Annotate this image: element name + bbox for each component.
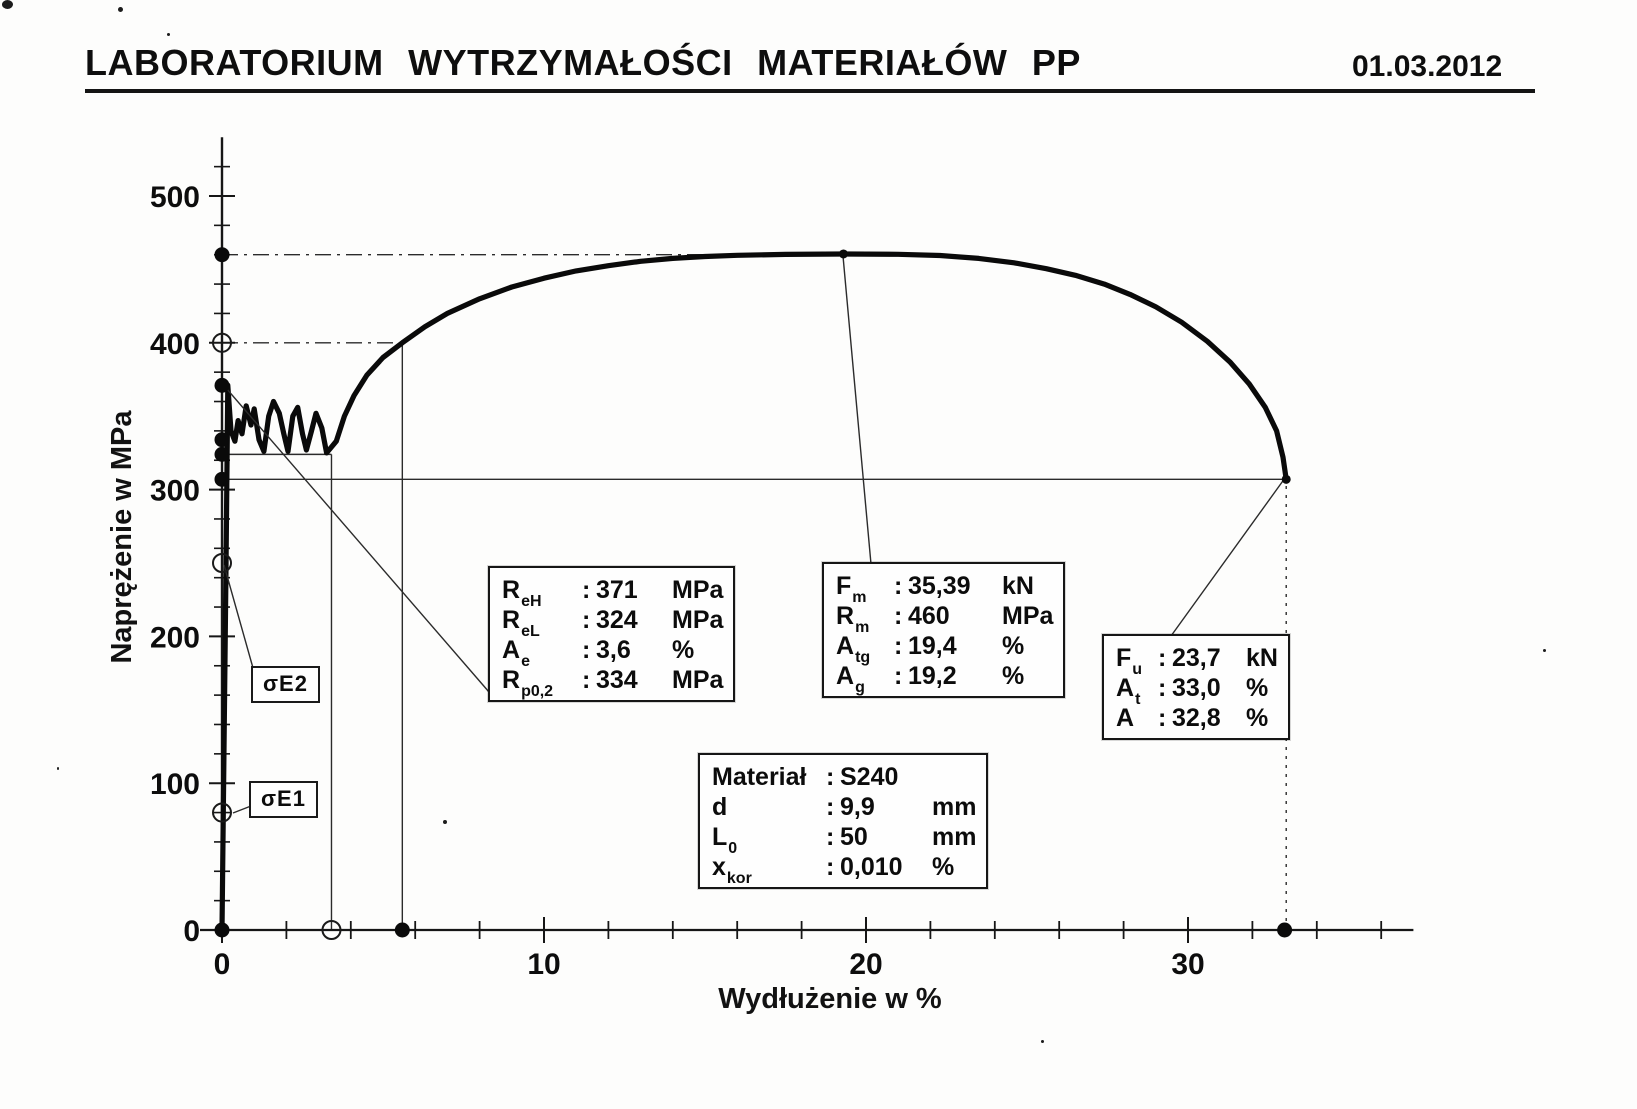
y-axis-tick-label: 500	[150, 181, 200, 214]
scan-speck	[118, 7, 123, 12]
specimen-info-box: Materiał : S240 d : 9,9 mm L0 : 50 mm xk…	[698, 753, 989, 889]
page-title: LABORATORIUM WYTRZYMAŁOŚCI MATERIAŁÓW PP	[85, 42, 1081, 83]
marker-filled-dot	[214, 446, 230, 462]
marker-open-circle	[212, 332, 232, 353]
y-axis-tick-label: 200	[150, 621, 200, 654]
scan-speck	[443, 820, 447, 824]
marker-open-circle	[321, 920, 342, 940]
result-row-at: At : 33,0 %	[1116, 674, 1269, 708]
x-axis-title: Wydłużenie w %	[718, 983, 942, 1015]
yield-results-box: ReH : 371 MPa ReL : 324 MPa Ae : 3,6 % R…	[488, 566, 736, 702]
x-axis-tick-label: 30	[1171, 948, 1204, 981]
report-date: 01.03.2012	[1352, 50, 1503, 83]
specimen-row-gauge-length: L0 : 50 mm	[712, 823, 977, 857]
marker-filled-dot	[1277, 922, 1293, 938]
scan-speck	[167, 33, 170, 36]
marker-filled-dot	[214, 922, 230, 938]
y-axis-tick-label: 100	[150, 768, 200, 801]
x-axis-tick-label: 0	[214, 948, 231, 981]
specimen-row-xkor: xkor : 0,010 %	[712, 853, 955, 887]
stress-strain-curve	[219, 251, 1289, 933]
marker-curve-point	[1281, 474, 1291, 484]
marker-open-circle	[212, 802, 232, 823]
y-axis-tick-label: 400	[150, 328, 200, 361]
y-axis-tick-label: 0	[183, 915, 200, 948]
result-row-reh: ReH : 371 MPa	[502, 576, 724, 610]
x-axis-tick-label: 20	[849, 948, 882, 981]
x-axis-tick-label: 10	[527, 948, 560, 981]
sigma-e2-label: σE2	[251, 666, 320, 703]
y-axis-tick-label: 300	[150, 475, 200, 508]
title-underline	[85, 89, 1535, 93]
leader-reh-box	[225, 387, 490, 693]
sigma-e1-label: σE1	[249, 781, 318, 818]
leader-sigma-e2	[223, 564, 254, 669]
scan-speck	[1041, 1040, 1044, 1043]
marker-filled-dot	[214, 247, 230, 263]
result-row-atg: Atg : 19,4 %	[836, 632, 1025, 666]
marker-open-circle	[212, 553, 232, 573]
specimen-row-diameter: d : 9,9 mm	[712, 793, 977, 821]
result-row-ae: Ae : 3,6 %	[502, 636, 695, 670]
marker-filled-dot	[214, 377, 230, 393]
marker-filled-dot	[214, 471, 230, 487]
result-row-rm: Rm : 460 MPa	[836, 602, 1054, 636]
marker-filled-dot	[214, 432, 230, 448]
result-row-rp02: Rp0,2 : 334 MPa	[502, 666, 724, 700]
leader-sigma-e1	[232, 805, 252, 814]
result-row-a: A : 32,8 %	[1116, 704, 1269, 732]
max-force-results-box: Fm : 35,39 kN Rm : 460 MPa Atg : 19,4 % …	[822, 562, 1066, 698]
result-row-rel: ReL : 324 MPa	[502, 606, 724, 640]
scan-speck	[2, 0, 13, 9]
scan-speck	[57, 767, 59, 770]
leader-fm-box	[842, 255, 872, 565]
result-row-fm: Fm : 35,39 kN	[836, 572, 1034, 606]
marker-filled-dot	[394, 922, 410, 938]
result-row-fu: Fu : 23,7 kN	[1116, 644, 1278, 678]
marker-curve-point	[838, 249, 848, 259]
rupture-results-box: Fu : 23,7 kN At : 33,0 % A : 32,8 %	[1102, 634, 1290, 740]
specimen-row-material: Materiał : S240	[712, 763, 899, 791]
y-axis-title: Naprężenie w MPa	[106, 410, 138, 664]
leader-fu-box	[1170, 477, 1286, 637]
scan-speck	[1543, 649, 1546, 652]
result-row-ag: Ag : 19,2 %	[836, 662, 1025, 696]
